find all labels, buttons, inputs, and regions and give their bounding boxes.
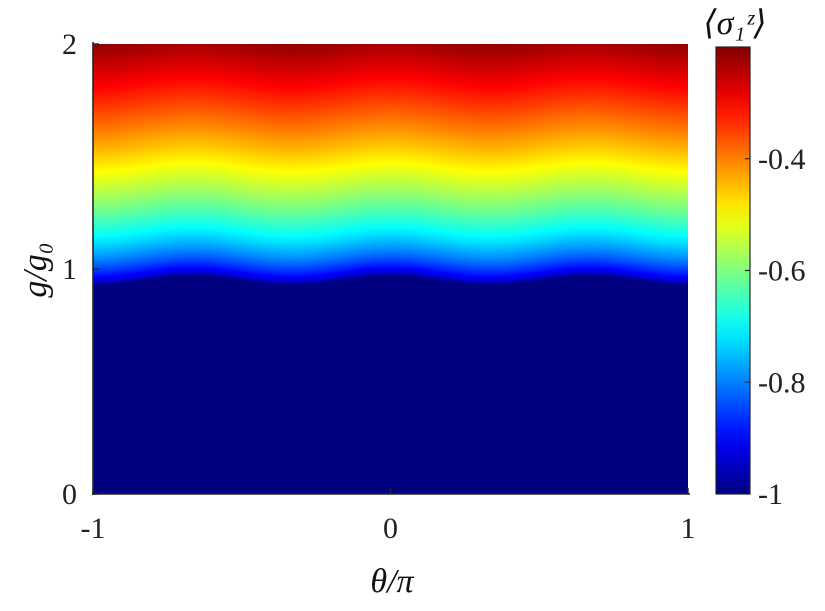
colorbar-gradient [715, 46, 751, 495]
colorbar: -1 -0.8 -0.6 -0.4 [715, 46, 806, 511]
y-tick-label: 1 [62, 253, 77, 286]
colorbar-tick-label: -0.8 [758, 366, 806, 399]
colorbar-tick-label: -1 [758, 478, 783, 511]
x-tick-label: 1 [681, 512, 696, 545]
colorbar-tick-label: -0.4 [758, 143, 806, 176]
y-tick-label: 0 [62, 478, 77, 511]
colorbar-tick-label: -0.6 [758, 255, 806, 288]
colorbar-label: ⟨σ₁ᶻ⟩ [703, 5, 766, 42]
x-tick-label: -1 [81, 512, 106, 545]
heatmap-image [93, 44, 688, 494]
y-axis-label: g/g₀ [17, 242, 54, 297]
x-tick-label: 0 [383, 512, 398, 545]
y-tick-label: 2 [62, 28, 77, 61]
x-axis-label: θ/π [370, 563, 414, 600]
heatmap-plot-area [93, 44, 688, 494]
